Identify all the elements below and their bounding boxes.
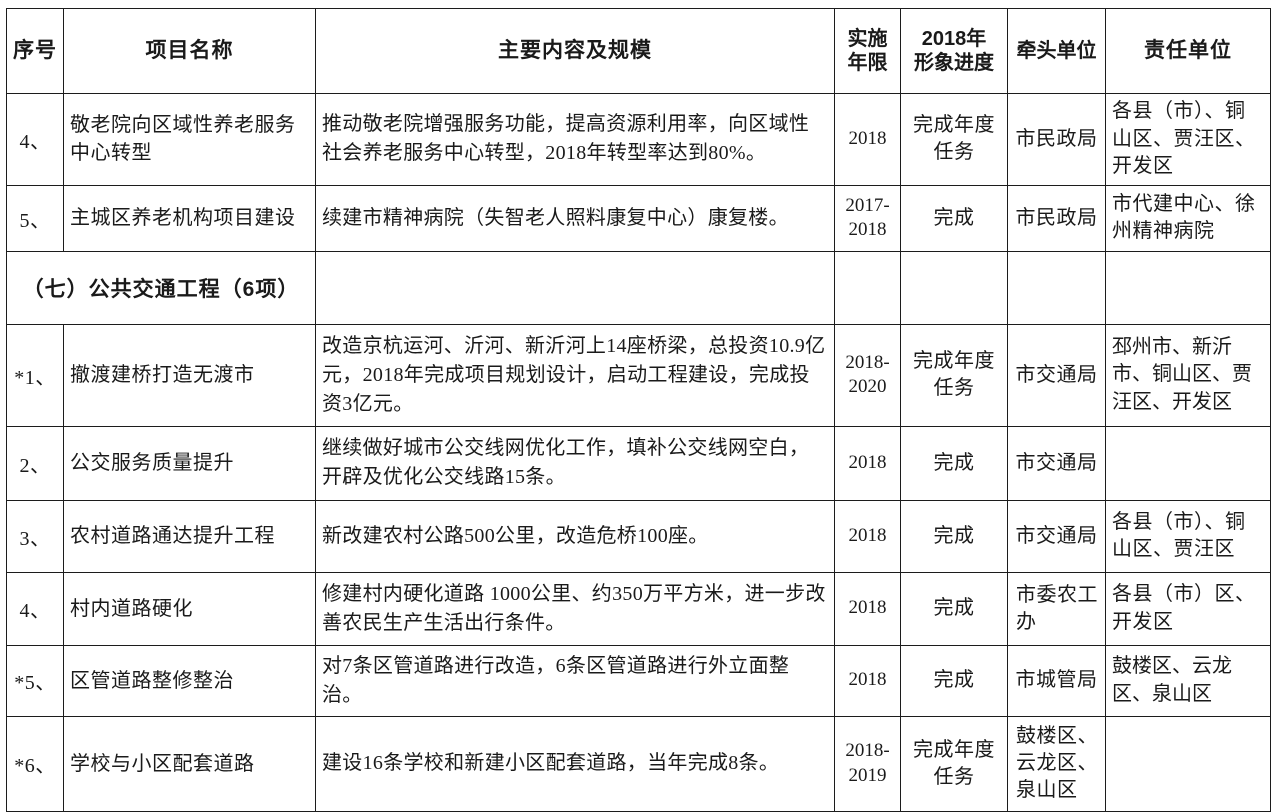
- table-row: *1、 撤渡建桥打造无渡市 改造京杭运河、沂河、新沂河上14座桥梁，总投资10.…: [6, 323, 1271, 427]
- table-row: 3、 农村道路通达提升工程 新改建农村公路500公里，改造危桥100座。 201…: [6, 499, 1271, 573]
- cell-resp: [1105, 425, 1271, 501]
- cell-resp: 各县（市）区、开发区: [1105, 571, 1271, 646]
- project-task-table: 序号 项目名称 主要内容及规模 实施 年限 2018年 形象进度 牵头单位 责任…: [6, 8, 1271, 812]
- column-header-resp: 责任单位: [1105, 8, 1271, 94]
- section-title: （七）公共交通工程（6项）: [6, 250, 316, 325]
- table-row: 4、 敬老院向区域性养老服务中心转型 推动敬老院增强服务功能，提高资源利用率，向…: [6, 93, 1271, 186]
- cell-name: 区管道路整修整治: [63, 644, 316, 717]
- column-header-years-line2: 年限: [847, 52, 888, 74]
- table-header-row: 序号 项目名称 主要内容及规模 实施 年限 2018年 形象进度 牵头单位 责任…: [6, 8, 1271, 94]
- cell-years: 2018: [834, 425, 901, 501]
- cell-content: 建设16条学校和新建小区配套道路，当年完成8条。: [315, 715, 835, 812]
- cell-progress: 完成: [900, 644, 1008, 717]
- cell-years: 2018- 2020: [834, 323, 901, 427]
- column-header-progress: 2018年 形象进度: [900, 8, 1008, 94]
- cell-name: 主城区养老机构项目建设: [63, 184, 316, 252]
- column-header-seq: 序号: [6, 8, 64, 94]
- cell-seq: *6、: [6, 715, 64, 812]
- cell-seq: 2、: [6, 425, 64, 501]
- section-blank-resp: [1105, 250, 1271, 325]
- table-row: 5、 主城区养老机构项目建设 续建市精神病院（失智老人照料康复中心）康复楼。 2…: [6, 184, 1271, 252]
- column-header-years: 实施 年限: [834, 8, 901, 94]
- table-row: *6、 学校与小区配套道路 建设16条学校和新建小区配套道路，当年完成8条。 2…: [6, 715, 1271, 812]
- section-heading-row: （七）公共交通工程（6项）: [6, 250, 1271, 325]
- column-header-content: 主要内容及规模: [315, 8, 835, 94]
- cell-content: 继续做好城市公交线网优化工作，填补公交线网空白，开辟及优化公交线路15条。: [315, 425, 835, 501]
- cell-content: 续建市精神病院（失智老人照料康复中心）康复楼。: [315, 184, 835, 252]
- cell-content: 修建村内硬化道路 1000公里、约350万平方米，进一步改善农民生产生活出行条件…: [315, 571, 835, 646]
- cell-name: 农村道路通达提升工程: [63, 499, 316, 573]
- cell-years: 2018: [834, 571, 901, 646]
- cell-years: 2018: [834, 644, 901, 717]
- cell-progress: 完成年度任务: [900, 715, 1008, 812]
- cell-progress: 完成年度任务: [900, 323, 1008, 427]
- cell-resp: 各县（市）、铜山区、贾汪区: [1105, 499, 1271, 573]
- cell-resp: [1105, 715, 1271, 812]
- cell-name: 村内道路硬化: [63, 571, 316, 646]
- cell-resp: 鼓楼区、云龙区、泉山区: [1105, 644, 1271, 717]
- cell-seq: *5、: [6, 644, 64, 717]
- cell-content: 对7条区管道路进行改造，6条区管道路进行外立面整治。: [315, 644, 835, 717]
- column-header-progress-line2: 形象进度: [914, 52, 994, 74]
- cell-content: 推动敬老院增强服务功能，提高资源利用率，向区域性社会养老服务中心转型，2018年…: [315, 93, 835, 186]
- cell-lead: 市委农工办: [1007, 571, 1106, 646]
- cell-lead: 鼓楼区、云龙区、泉山区: [1007, 715, 1106, 812]
- cell-progress: 完成: [900, 184, 1008, 252]
- cell-name: 敬老院向区域性养老服务中心转型: [63, 93, 316, 186]
- column-header-progress-line1: 2018年: [921, 27, 987, 50]
- cell-seq: 5、: [6, 184, 64, 252]
- section-blank-lead: [1007, 250, 1106, 325]
- cell-lead: 市民政局: [1007, 93, 1106, 186]
- cell-content: 改造京杭运河、沂河、新沂河上14座桥梁，总投资10.9亿元，2018年完成项目规…: [315, 323, 835, 427]
- cell-name: 学校与小区配套道路: [63, 715, 316, 812]
- column-header-lead: 牵头单位: [1007, 8, 1106, 94]
- cell-years: 2018- 2019: [834, 715, 901, 812]
- cell-seq: *1、: [6, 323, 64, 427]
- column-header-name: 项目名称: [63, 8, 316, 94]
- cell-years: 2018: [834, 93, 901, 186]
- section-blank-progress: [900, 250, 1008, 325]
- cell-content: 新改建农村公路500公里，改造危桥100座。: [315, 499, 835, 573]
- column-header-years-line1: 实施: [847, 27, 888, 50]
- cell-resp: 各县（市）、铜山区、贾汪区、开发区: [1105, 93, 1271, 186]
- cell-years: 2018: [834, 499, 901, 573]
- cell-resp: 邳州市、新沂市、铜山区、贾汪区、开发区: [1105, 323, 1271, 427]
- cell-progress: 完成: [900, 499, 1008, 573]
- cell-name: 撤渡建桥打造无渡市: [63, 323, 316, 427]
- cell-name: 公交服务质量提升: [63, 425, 316, 501]
- table-row: *5、 区管道路整修整治 对7条区管道路进行改造，6条区管道路进行外立面整治。 …: [6, 644, 1271, 717]
- section-blank-content: [315, 250, 835, 325]
- cell-progress: 完成年度任务: [900, 93, 1008, 186]
- cell-lead: 市民政局: [1007, 184, 1106, 252]
- table-row: 4、 村内道路硬化 修建村内硬化道路 1000公里、约350万平方米，进一步改善…: [6, 571, 1271, 646]
- cell-years: 2017-2018: [834, 184, 901, 252]
- cell-seq: 3、: [6, 499, 64, 573]
- cell-seq: 4、: [6, 93, 64, 186]
- cell-progress: 完成: [900, 425, 1008, 501]
- section-blank-years: [834, 250, 901, 325]
- cell-lead: 市交通局: [1007, 425, 1106, 501]
- cell-lead: 市交通局: [1007, 499, 1106, 573]
- cell-lead: 市交通局: [1007, 323, 1106, 427]
- table-row: 2、 公交服务质量提升 继续做好城市公交线网优化工作，填补公交线网空白，开辟及优…: [6, 425, 1271, 501]
- cell-seq: 4、: [6, 571, 64, 646]
- cell-resp: 市代建中心、徐州精神病院: [1105, 184, 1271, 252]
- cell-progress: 完成: [900, 571, 1008, 646]
- cell-lead: 市城管局: [1007, 644, 1106, 717]
